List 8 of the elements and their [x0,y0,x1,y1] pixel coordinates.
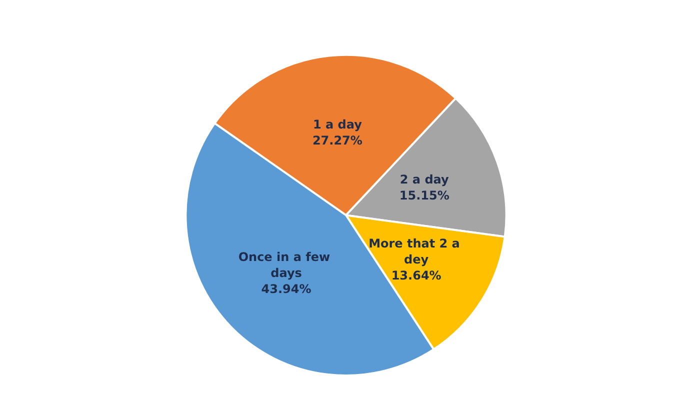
slice-label: 2 a day [400,172,449,186]
slice-label: Once in a few days [238,250,334,280]
data-label: 43.94% [261,282,312,296]
data-label: 27.27% [312,134,362,148]
slice-label: More that 2 a dey [368,236,464,267]
data-label: 15.15% [399,188,450,202]
slice-label: 1 a day [312,118,362,132]
data-label: 13.64% [391,268,442,283]
